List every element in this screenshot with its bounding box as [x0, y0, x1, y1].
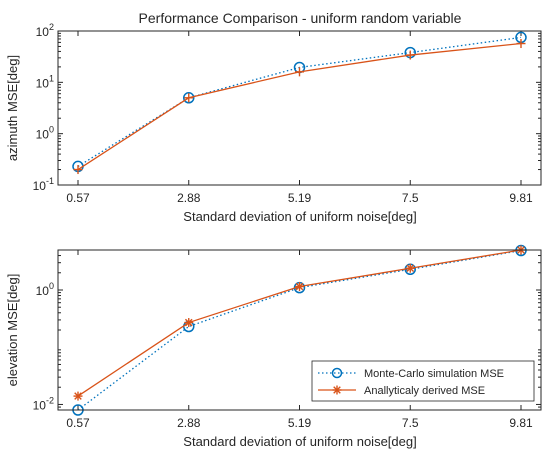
elevation-y-tick-label: 10-2: [33, 395, 54, 412]
azimuth-data-point-plus: [405, 50, 415, 60]
chart-title: Performance Comparison - uniform random …: [139, 10, 462, 26]
azimuth-y-tick-label: 101: [36, 73, 54, 90]
legend: Monte-Carlo simulation MSE Anallyticaly …: [311, 360, 535, 402]
legend-label-analytical: Anallyticaly derived MSE: [364, 385, 485, 397]
legend-item-analytical: Anallyticaly derived MSE: [318, 385, 485, 397]
marker-stroke: [184, 318, 193, 327]
azimuth-data-point-plus: [516, 39, 526, 49]
elevation-plot: 0.57 2.88 5.19 7.5 9.81 10-2 100 Standard devi…: [5, 244, 542, 449]
legend-box: [311, 360, 535, 402]
elevation-series: [72, 244, 527, 416]
elevation-data-point-star: [295, 282, 304, 292]
elevation-x-tick-label: 7.5: [402, 416, 419, 430]
azimuth-data-point-plus: [295, 67, 304, 77]
marker-stroke: [406, 264, 415, 273]
azimuth-x-tick-label: 5.19: [288, 191, 312, 205]
elevation-x-tick-label: 0.57: [66, 416, 90, 430]
elevation-x-axis-label: Standard deviation of uniform noise[deg]: [183, 434, 416, 449]
azimuth-series: [72, 31, 527, 175]
azimuth-x-tick-label: 2.88: [177, 191, 201, 205]
azimuth-data-point-plus: [73, 165, 83, 175]
elevation-data-point-star: [184, 318, 194, 328]
azimuth-y-tick-label: 100: [36, 125, 54, 142]
azimuth-y-tick-label: 102: [36, 22, 54, 39]
elevation-x-tick-label: 5.19: [288, 416, 312, 430]
elevation-ticks: 0.57 2.88 5.19 7.5 9.81 10-2 100: [33, 249, 541, 430]
azimuth-y-tick-label: 10-1: [33, 176, 54, 193]
azimuth-x-tick-label: 9.81: [509, 191, 533, 205]
azimuth-plot: Performance Comparison - uniform random …: [5, 10, 542, 224]
azimuth-axes-box: [57, 30, 542, 186]
elevation-data-point-star: [73, 391, 83, 401]
azimuth-ticks: 0.57 2.88 5.19 7.5 9.81 10-1 100 101 102: [33, 22, 541, 205]
marker-stroke: [74, 392, 82, 400]
elevation-y-tick-label: 100: [36, 281, 54, 298]
azimuth-y-axis-label: azimuth MSE[deg]: [5, 55, 20, 161]
azimuth-x-tick-label: 7.5: [402, 191, 419, 205]
marker-stroke: [295, 282, 304, 291]
elevation-x-tick-label: 2.88: [177, 416, 201, 430]
legend-marker-star-icon: [332, 385, 342, 395]
elevation-x-tick-label: 9.81: [509, 416, 533, 430]
elevation-data-point-star: [405, 263, 415, 273]
legend-label-monte-carlo: Monte-Carlo simulation MSE: [364, 368, 504, 380]
azimuth-x-tick-label: 0.57: [66, 191, 90, 205]
azimuth-data-point-plus: [184, 93, 194, 103]
azimuth-data-point-circle: [183, 92, 195, 104]
legend-marker-circle-icon: [331, 367, 343, 379]
azimuth-x-axis-label: Standard deviation of uniform noise[deg]: [183, 209, 416, 224]
elevation-y-axis-label: elevation MSE[deg]: [5, 274, 20, 387]
legend-item-monte-carlo: Monte-Carlo simulation MSE: [318, 367, 504, 380]
elevation-axes-box: [57, 249, 542, 411]
